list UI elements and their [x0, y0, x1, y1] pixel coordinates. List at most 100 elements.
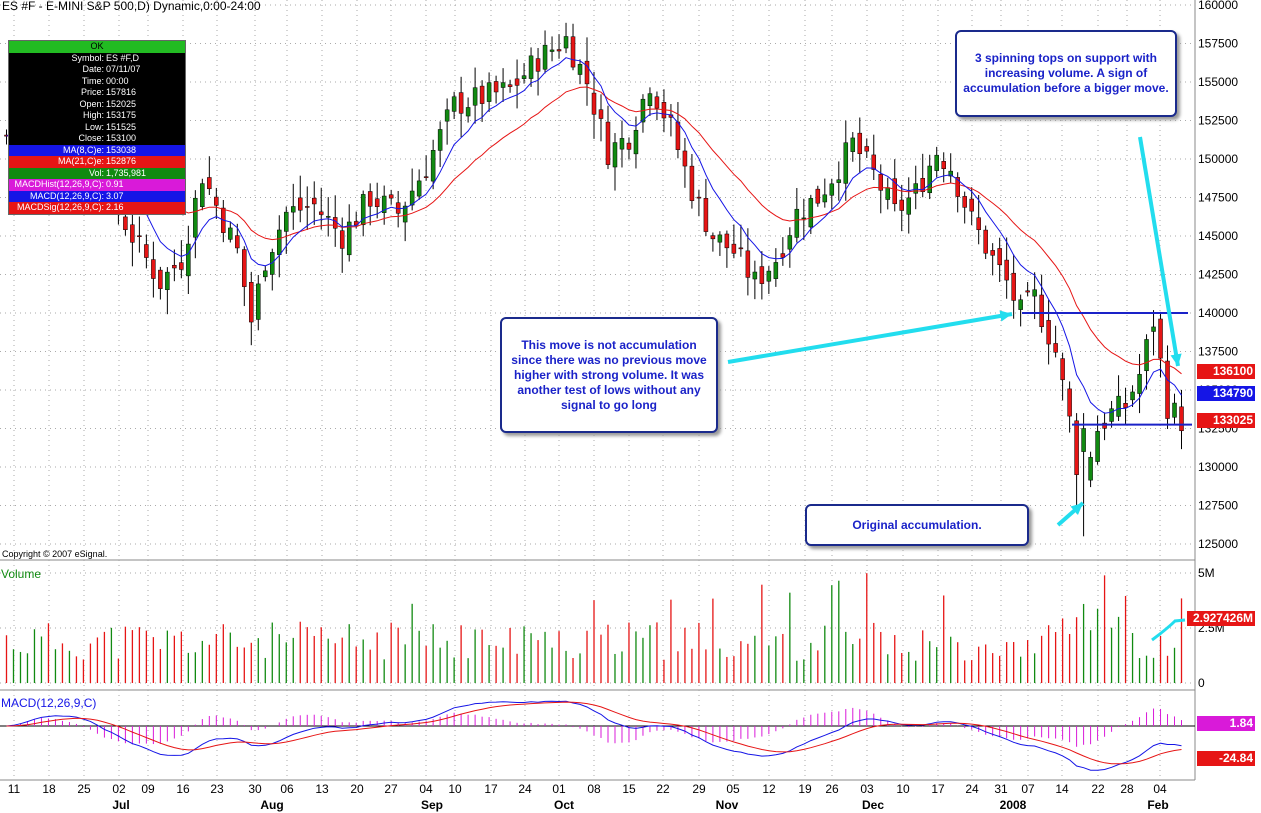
- date-tick: 31: [994, 782, 1008, 796]
- candle-body: [696, 196, 702, 199]
- candle-body: [346, 221, 352, 256]
- date-tick: 23: [210, 782, 224, 796]
- date-tick: 01: [552, 782, 566, 796]
- price-tick: 150000: [1198, 152, 1238, 166]
- candle-body: [493, 81, 499, 93]
- candle-body: [1158, 318, 1163, 359]
- date-tick: 14: [1055, 782, 1069, 796]
- date-tick: 22: [1091, 782, 1105, 796]
- candle-body: [612, 142, 618, 168]
- date-tick: 10: [896, 782, 910, 796]
- date-tick: 07: [1021, 782, 1035, 796]
- price-tick: 140000: [1198, 306, 1238, 320]
- candle-body: [654, 96, 660, 109]
- candle-body: [179, 262, 184, 270]
- candle-body: [983, 229, 988, 254]
- candle-body: [200, 183, 205, 207]
- candle-body: [172, 264, 177, 269]
- candle-body: [123, 216, 128, 230]
- candle-body: [291, 206, 296, 213]
- candle-body: [717, 234, 723, 243]
- candle-body: [277, 229, 282, 255]
- candle-body: [298, 197, 303, 211]
- candle-body: [584, 60, 590, 85]
- macd-signal-line: [6, 701, 1182, 765]
- candle-body: [899, 199, 904, 211]
- annotation-arrows: [727, 136, 1186, 642]
- candle-body: [1088, 457, 1093, 481]
- candle-body: [1109, 408, 1114, 422]
- badge-volume: 2.927426M: [1187, 611, 1255, 626]
- moving-averages: [6, 57, 1182, 414]
- candle-body: [927, 165, 932, 194]
- date-tick: 20: [350, 782, 364, 796]
- candle-body: [920, 178, 925, 192]
- candle-body: [249, 281, 254, 323]
- candle-body: [151, 259, 156, 279]
- candle-body: [948, 170, 953, 177]
- date-tick: 02: [112, 782, 126, 796]
- candle-body: [535, 58, 541, 72]
- date-tick: 05: [726, 782, 740, 796]
- candle-body: [647, 93, 653, 107]
- candle-body: [235, 235, 240, 249]
- date-tick: 27: [384, 782, 398, 796]
- candle-body: [1144, 339, 1149, 372]
- date-tick: 18: [42, 782, 56, 796]
- candle-body: [193, 197, 198, 238]
- data-window-row: Close: 153100: [78, 133, 137, 143]
- candle-body: [941, 161, 946, 169]
- candle-body: [528, 55, 534, 79]
- candle-body: [710, 235, 716, 240]
- candle-body: [1060, 358, 1065, 380]
- macd-line: [6, 700, 1182, 771]
- candle-body: [388, 194, 394, 199]
- candle-body: [780, 253, 786, 258]
- volume-bars: [5, 573, 1183, 683]
- date-tick: 29: [692, 782, 706, 796]
- date-tick: 16: [176, 782, 190, 796]
- annotation-arrow: [1138, 136, 1180, 367]
- candle-body: [962, 196, 967, 208]
- date-tick: 04: [419, 782, 433, 796]
- data-window-row: Price: 157816: [80, 87, 137, 97]
- candle-body: [878, 173, 884, 191]
- candle-body: [458, 92, 464, 114]
- data-window-row: MACDSig(12,26,9,C): 2.16: [9, 202, 185, 214]
- candle-body: [444, 109, 450, 122]
- candle-body: [1102, 422, 1107, 429]
- candle-body: [815, 188, 821, 204]
- candle-body: [1165, 360, 1170, 419]
- candle-body: [871, 154, 877, 170]
- price-axis-ticks: 160000 157500 155000 152500 150000 147500 1450…: [1198, 0, 1238, 551]
- date-tick: 24: [518, 782, 532, 796]
- candle-body: [549, 49, 555, 52]
- candle-body: [186, 243, 191, 277]
- data-window-row: Time: 00:00: [81, 75, 129, 86]
- candle-body: [843, 142, 849, 184]
- candle-body: [1123, 403, 1128, 408]
- candle-body: [256, 283, 261, 320]
- date-tick: 17: [484, 782, 498, 796]
- candle-body: [913, 183, 918, 194]
- candle-body: [242, 249, 247, 287]
- candle-body: [1067, 388, 1072, 417]
- badge-macd-hist: 1.84: [1197, 716, 1255, 731]
- data-window-row: Open: 152025: [79, 98, 137, 109]
- candle-body: [472, 87, 478, 106]
- data-window-row: Low: 151525: [84, 121, 137, 132]
- date-tick: 30: [248, 782, 262, 796]
- candle-body: [976, 217, 981, 231]
- candle-body: [1074, 420, 1079, 475]
- month-label: Oct: [554, 798, 574, 812]
- status-ok: OK: [9, 41, 185, 53]
- data-window-row: Symbol: ES #F,D: [71, 52, 140, 63]
- copyright: Copyright © 2007 eSignal.: [2, 549, 107, 559]
- arrow-head: [1170, 353, 1182, 366]
- candle-body: [759, 266, 765, 284]
- candle-body: [284, 211, 289, 232]
- annotation-spinning-tops: 3 spinning tops on support with increasi…: [955, 30, 1177, 117]
- data-window-row: MACD(12,26,9,C): 3.07: [9, 190, 185, 202]
- candle-body: [1004, 259, 1009, 281]
